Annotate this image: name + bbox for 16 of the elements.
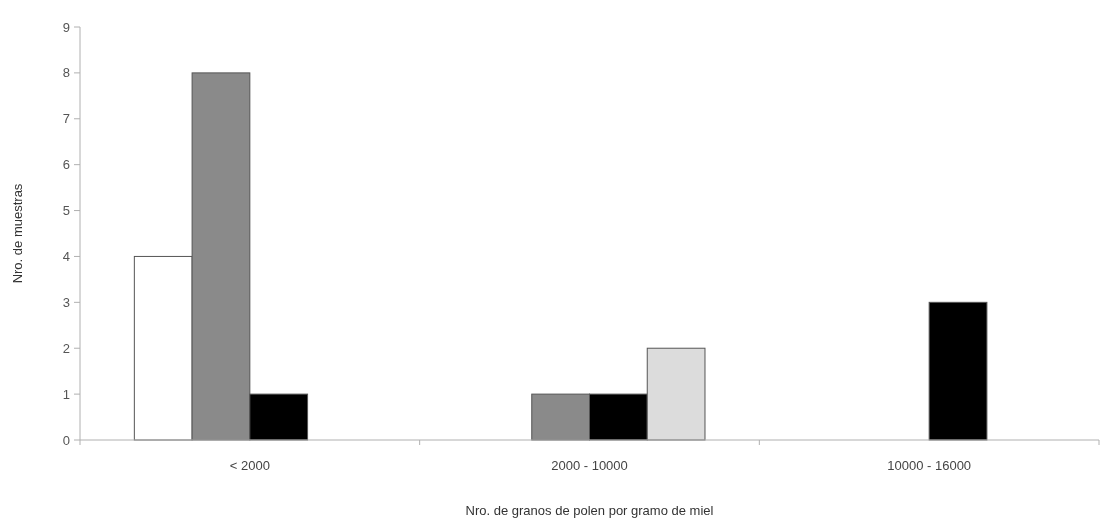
y-tick-label: 6 [62,157,70,173]
y-tick-label: 2 [62,340,70,356]
bar [928,301,988,441]
y-tick-label: 7 [62,111,70,127]
y-tick-label: 4 [62,248,70,264]
y-axis-title: Nro. de muestras [10,183,25,284]
x-axis-title: Nro. de granos de polen por gramo de miel [465,503,714,518]
x-tick-label: 10000 - 16000 [887,458,972,473]
y-tick-label: 3 [62,294,70,310]
y-tick-label: 0 [62,432,70,448]
x-tick-label: 2000 - 10000 [551,458,628,473]
y-tick-label: 5 [62,203,70,219]
y-tick-label: 9 [62,19,70,35]
y-tick-label: 8 [62,65,70,81]
y-tick-label: 1 [62,386,70,402]
x-tick-label: < 2000 [229,458,270,473]
